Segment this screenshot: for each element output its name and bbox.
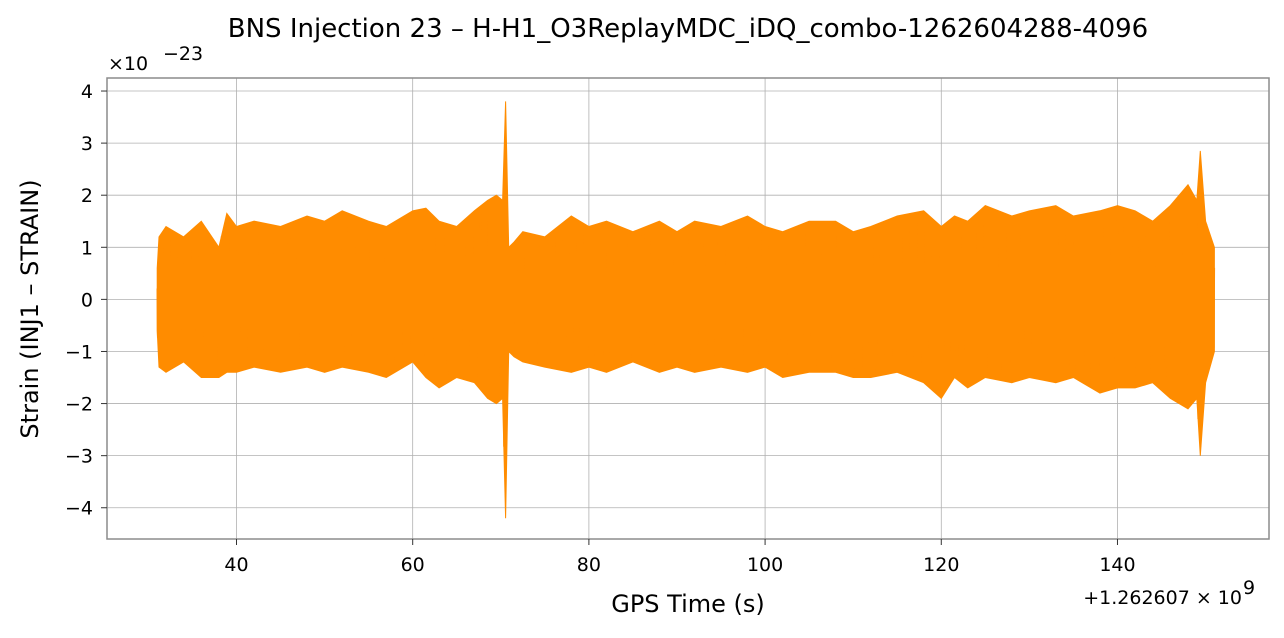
x-tick-label: 60 bbox=[401, 554, 425, 576]
x-tick-label: 40 bbox=[224, 554, 248, 576]
y-axis-label: Strain (INJ1 – STRAIN) bbox=[16, 179, 44, 438]
x-offset-exponent: 9 bbox=[1243, 577, 1255, 599]
x-tick-label: 120 bbox=[923, 554, 959, 576]
x-axis-label: GPS Time (s) bbox=[611, 590, 765, 618]
y-tick-label: 0 bbox=[81, 289, 93, 311]
y-tick-label: 2 bbox=[81, 185, 93, 207]
y-tick-label: −2 bbox=[65, 394, 93, 416]
plot-frame bbox=[106, 77, 1270, 540]
y-scale-exponent: −23 bbox=[163, 43, 203, 65]
x-tick-label: 80 bbox=[577, 554, 601, 576]
data-layer bbox=[156, 101, 1216, 519]
x-tick-label: 140 bbox=[1099, 554, 1135, 576]
y-tick-label: −4 bbox=[65, 498, 93, 520]
y-tick-label: 4 bbox=[81, 81, 93, 103]
x-tick-label: 100 bbox=[747, 554, 783, 576]
y-tick-label: 3 bbox=[81, 133, 93, 155]
x-offset-label: +1.262607 × 10 bbox=[1083, 587, 1242, 609]
y-scale-label: ×10 bbox=[108, 53, 148, 75]
tick-layer: 40 60 80 100 120 140 −4 −3 −2 −1 0 1 2 3 4 bbox=[65, 81, 1136, 576]
y-tick-label: −1 bbox=[65, 341, 93, 363]
y-tick-label: 1 bbox=[81, 237, 93, 259]
strain-series-line bbox=[156, 155, 1216, 447]
chart-title: BNS Injection 23 – H-H1_O3ReplayMDC_iDQ_… bbox=[228, 14, 1148, 44]
y-tick-label: −3 bbox=[65, 446, 93, 468]
